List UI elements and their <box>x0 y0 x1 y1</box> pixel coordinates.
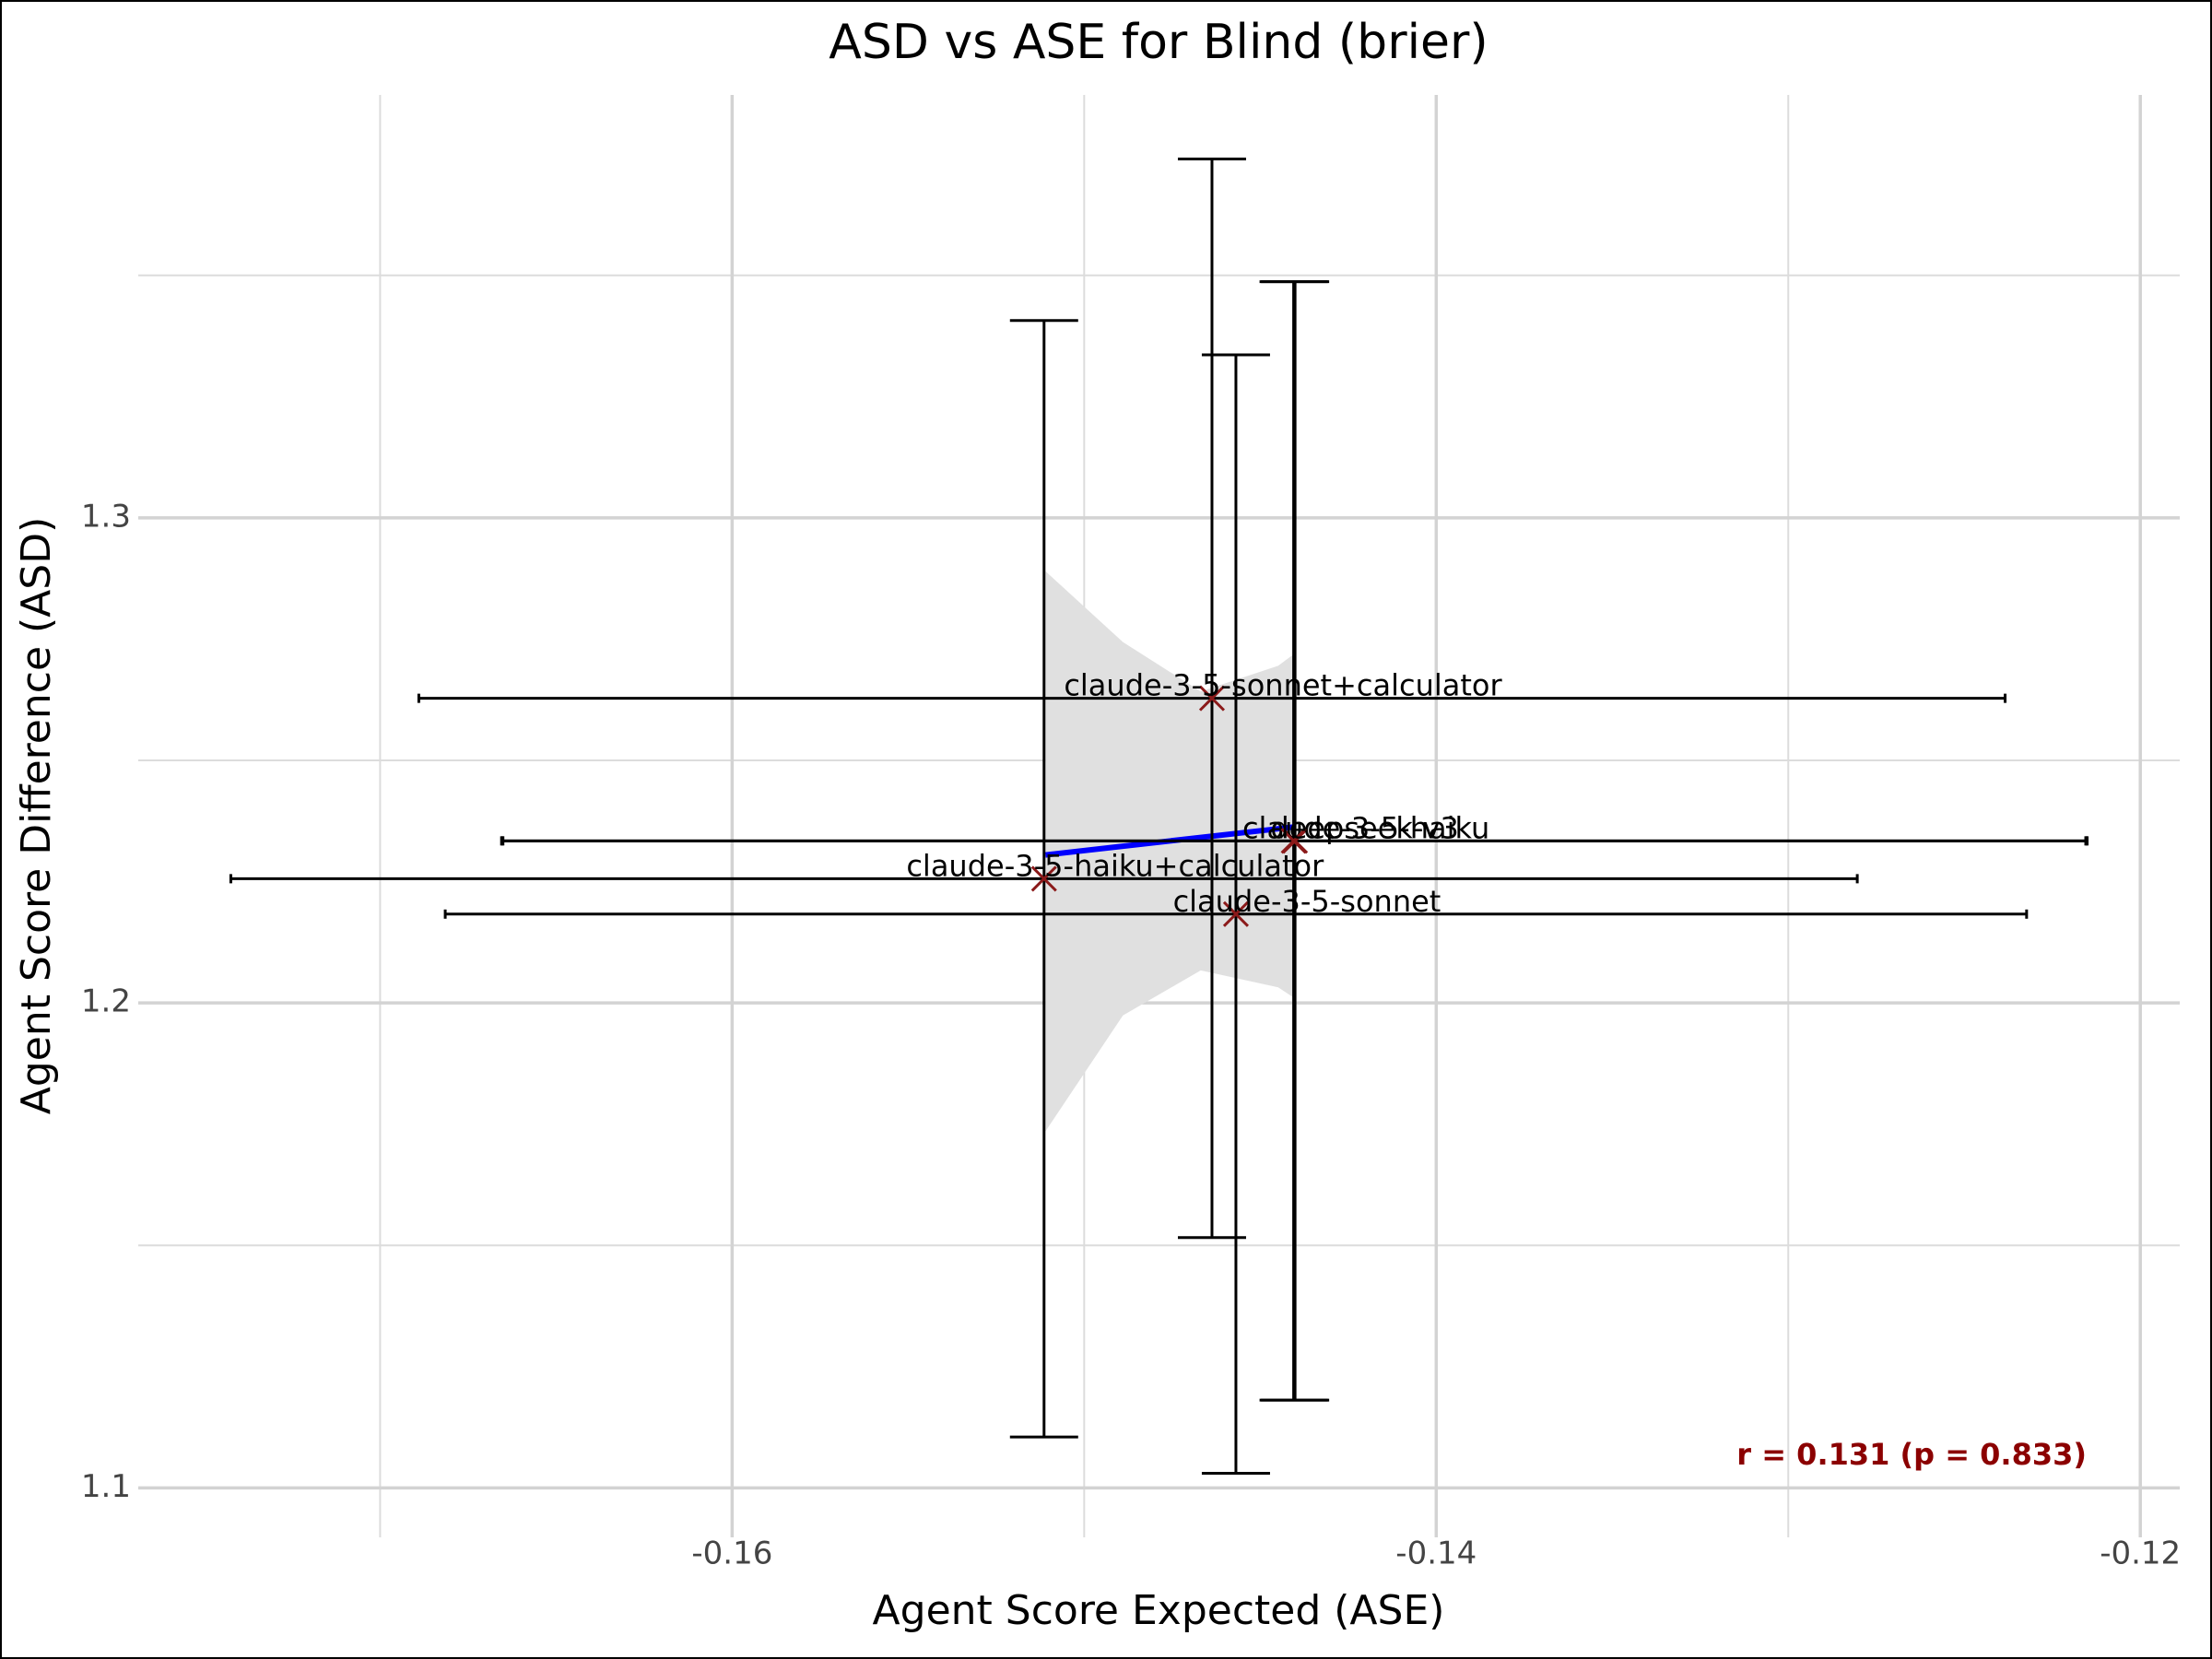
y-tick-label: 1.1 <box>81 1468 131 1505</box>
chart-title: ASD vs ASE for Blind (brier) <box>829 15 1488 70</box>
point-label: deepseek-v3 <box>1270 810 1459 845</box>
y-tick-label: 1.2 <box>81 983 131 1020</box>
point-marker <box>1280 828 1307 854</box>
plot-layer: -0.16 -0.14 -0.12 1.1 1.2 1.3 claude-3-5-sonne… <box>81 95 2181 1572</box>
point-label: claude-3-5-haiku+calculator <box>906 848 1324 883</box>
point-marker <box>1030 865 1057 892</box>
x-tick-label: -0.16 <box>691 1535 772 1572</box>
x-tick-label: -0.14 <box>1395 1535 1477 1572</box>
fit-line <box>1044 824 1296 858</box>
point-label: claude-3-5-sonnet <box>1173 884 1441 919</box>
annotation: r = 0.131 (p = 0.833) <box>1736 1437 2087 1472</box>
point-marker <box>1198 685 1226 712</box>
y-tick-label: 1.3 <box>81 498 131 535</box>
x-tick-label: -0.12 <box>2100 1535 2181 1572</box>
point-label: claude-3-5-haiku <box>1242 810 1489 845</box>
point-label: claude-3-5-sonnet+calculator <box>1064 668 1502 703</box>
confidence-band <box>1045 571 1296 1132</box>
y-axis-label: Agent Score Difference (ASD) <box>13 517 60 1115</box>
x-axis-label: Agent Score Expected (ASE) <box>873 1587 1445 1634</box>
point-marker <box>1222 900 1250 927</box>
